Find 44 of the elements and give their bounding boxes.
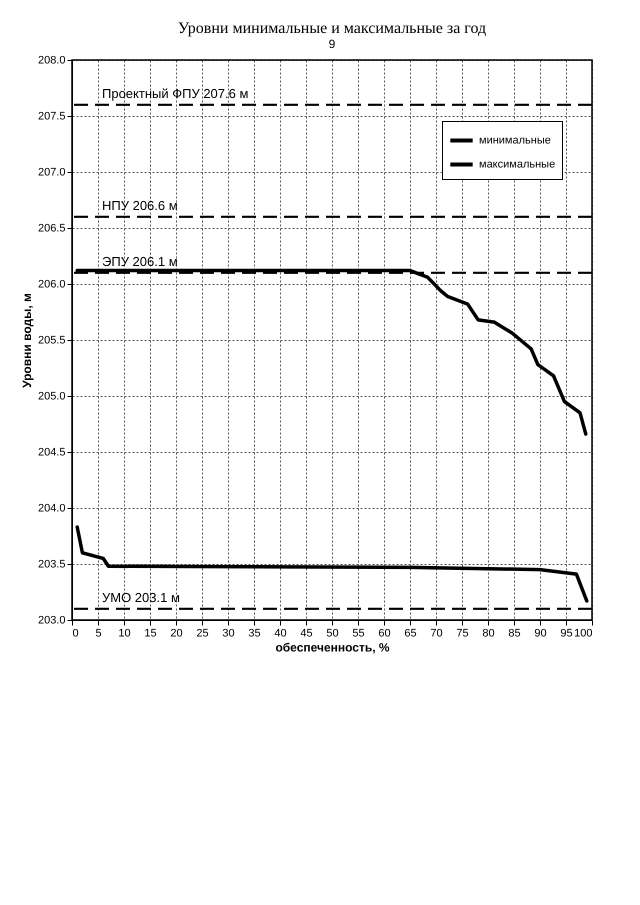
- legend-label: минимальные: [479, 134, 551, 146]
- y-tick-label: 204.0: [38, 502, 66, 514]
- x-tick-label: 65: [404, 628, 417, 640]
- x-tick-label: 95: [560, 628, 573, 640]
- x-tick-label: 10: [118, 628, 131, 640]
- x-tick-label: 0: [72, 628, 79, 640]
- x-tick-label: 55: [352, 628, 365, 640]
- ref-line-label: Проектный ФПУ 207.6 м: [102, 86, 248, 101]
- y-tick-label: 203.0: [38, 614, 66, 626]
- y-tick-label: 207.5: [38, 110, 66, 122]
- x-axis-title: обеспеченность, %: [275, 640, 390, 654]
- ref-line-label: ЭПУ 206.1 м: [102, 254, 178, 269]
- x-tick-label: 5: [95, 628, 102, 640]
- x-tick-label: 60: [378, 628, 391, 640]
- ref-line-label: НПУ 206.6 м: [102, 198, 178, 213]
- y-tick-label: 208.0: [38, 54, 66, 66]
- y-axis-title: Уровни воды, м: [20, 292, 34, 388]
- line-series: [75, 268, 588, 436]
- line-series: [75, 525, 589, 603]
- chart-title: Уровни минимальные и максимальные за год: [178, 20, 486, 37]
- x-tick-label: 70: [430, 628, 443, 640]
- x-tick-label: 20: [170, 628, 183, 640]
- x-tick-label: 15: [144, 628, 157, 640]
- text: 9: [328, 37, 336, 51]
- x-tick-label: 25: [196, 628, 209, 640]
- x-tick-label: 30: [222, 628, 235, 640]
- y-tick-label: 206.5: [38, 222, 66, 234]
- y-tick-label: 206.0: [38, 278, 66, 290]
- y-tick-label: 207.0: [38, 166, 66, 178]
- legend-label: максимальные: [479, 158, 556, 170]
- x-tick-label: 80: [482, 628, 495, 640]
- x-tick-label: 90: [534, 628, 547, 640]
- ref-line-label: УМО 203.1 м: [102, 590, 180, 605]
- y-tick-label: 203.5: [38, 558, 66, 570]
- x-tick-label: 50: [326, 628, 339, 640]
- x-tick-label: 45: [300, 628, 313, 640]
- x-tick-label: 40: [274, 628, 287, 640]
- x-tick-label: 100: [574, 628, 592, 640]
- y-tick-label: 205.5: [38, 334, 66, 346]
- y-tick-label: 204.5: [38, 446, 66, 458]
- x-tick-label: 75: [456, 628, 469, 640]
- x-tick-label: 35: [248, 628, 261, 640]
- x-tick-label: 85: [508, 628, 521, 640]
- y-tick-label: 205.0: [38, 390, 66, 402]
